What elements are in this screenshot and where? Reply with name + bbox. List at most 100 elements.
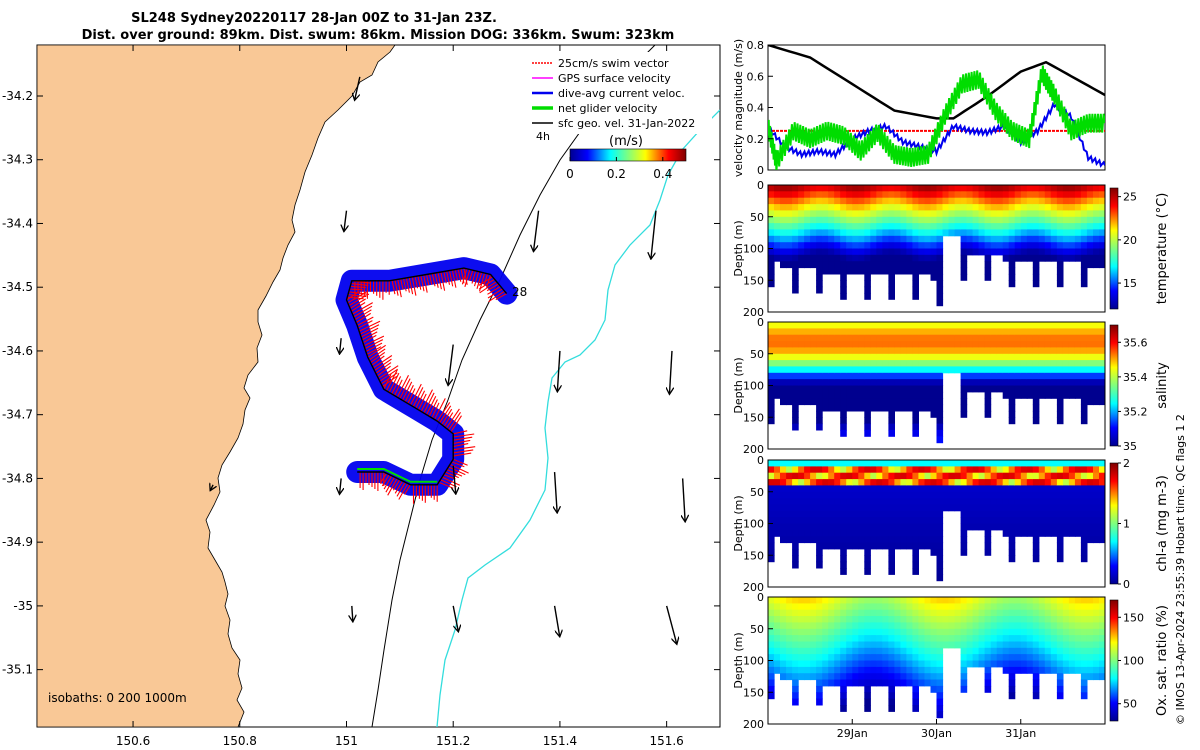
section-cell <box>780 360 787 367</box>
section-cell <box>1056 223 1064 230</box>
section-cell <box>918 242 925 250</box>
section-cell <box>828 254 835 262</box>
section-cell <box>798 210 805 218</box>
section-cell <box>870 510 877 518</box>
section-cell <box>930 504 938 512</box>
section-cell <box>846 191 853 199</box>
section-cell <box>1062 635 1070 642</box>
section-cell <box>984 273 992 281</box>
section-cell <box>918 485 925 493</box>
section-cell <box>1080 641 1088 649</box>
section-cell <box>876 322 883 329</box>
section-cell <box>948 460 956 467</box>
map-ytick-label: -35.1 <box>2 663 33 677</box>
section-cell <box>792 280 799 288</box>
section-cell <box>1008 254 1016 262</box>
section-cell <box>1032 185 1040 192</box>
section-cell <box>1093 609 1100 617</box>
section-cell <box>936 299 944 307</box>
section-cell <box>972 229 980 237</box>
section-cell <box>924 216 932 224</box>
section-cell <box>1050 654 1058 661</box>
section-cell <box>792 628 799 636</box>
section-cell <box>912 248 919 256</box>
section-cell <box>798 379 805 386</box>
swim-vector <box>444 471 459 479</box>
section-cell <box>984 542 992 550</box>
section-cell <box>1002 334 1010 342</box>
section-cell <box>1080 628 1088 636</box>
section-cell <box>846 542 853 550</box>
section-cell <box>918 248 925 256</box>
swim-vector <box>478 272 486 292</box>
section-cell <box>1014 379 1022 386</box>
section-cell <box>918 510 925 518</box>
section-cell <box>1062 360 1070 367</box>
section-cell <box>1014 510 1022 518</box>
section-cell <box>936 692 944 700</box>
section-cell <box>1008 510 1016 518</box>
section-cell <box>984 248 992 256</box>
section-cell <box>1008 498 1016 505</box>
section-cell <box>816 597 823 604</box>
section-cell <box>804 185 811 192</box>
section-cell <box>816 235 823 243</box>
section-cell <box>864 679 871 687</box>
section-cell <box>774 504 781 512</box>
section-cell <box>1080 248 1088 256</box>
section-cell <box>864 204 871 211</box>
section-cell <box>1008 616 1016 623</box>
section-cell <box>978 603 986 611</box>
section-cell <box>960 185 968 192</box>
section-cell <box>1044 254 1052 262</box>
section-cell <box>1002 223 1010 230</box>
section-cell <box>936 472 944 480</box>
section-cell <box>834 679 841 687</box>
section-cells <box>768 185 1105 307</box>
section-cell <box>996 647 1004 655</box>
section-cell <box>1032 523 1040 531</box>
section-cell <box>1068 622 1076 630</box>
section-cell <box>1099 398 1105 406</box>
section-cell <box>780 628 787 636</box>
section-cell <box>804 666 811 674</box>
section-cell <box>1050 379 1058 386</box>
section-cell <box>816 609 823 617</box>
section-cell <box>894 666 901 674</box>
section-cell <box>774 204 781 211</box>
section-cell <box>1080 197 1088 205</box>
section-cell <box>786 366 793 374</box>
section-cell <box>1099 261 1105 269</box>
section-cell <box>846 460 853 467</box>
section-cell <box>936 485 944 493</box>
section-cell <box>900 341 907 348</box>
section-cell <box>978 616 986 623</box>
section-cell <box>858 603 865 611</box>
section-cell <box>864 479 871 486</box>
swim-vector <box>468 270 474 281</box>
section-cell <box>864 341 871 348</box>
section-cell <box>774 517 781 524</box>
section-cell <box>978 341 986 348</box>
section-cell <box>798 660 805 668</box>
section-cell <box>894 504 901 512</box>
section-cell <box>1026 235 1034 243</box>
section-cell <box>864 666 871 674</box>
section-cell <box>1038 666 1046 674</box>
section-cell <box>852 379 859 386</box>
section-cell <box>792 460 799 467</box>
section-cell <box>912 635 919 642</box>
section-cell <box>804 529 811 537</box>
section-cell <box>828 185 835 192</box>
section-cell <box>822 248 829 256</box>
swim-vector <box>404 484 411 495</box>
section-cell <box>858 334 865 342</box>
section-cell <box>864 391 871 399</box>
section-cell <box>924 229 932 237</box>
section-cell <box>930 498 938 505</box>
section-cell <box>876 248 883 256</box>
geo-vector-arrow <box>670 350 672 393</box>
section-cell <box>876 479 883 486</box>
section-cell <box>1093 398 1100 406</box>
section-cell <box>1038 223 1046 230</box>
